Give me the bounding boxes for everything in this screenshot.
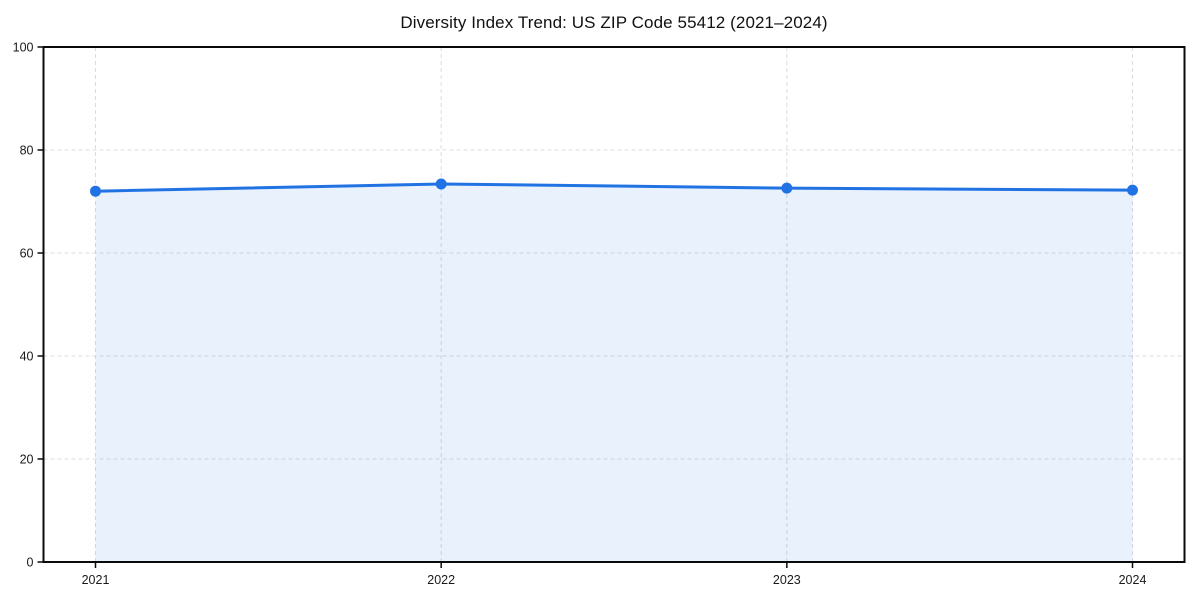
y-tick-label: 100: [13, 41, 34, 55]
y-tick-label: 0: [27, 556, 34, 570]
x-tick-label: 2022: [427, 573, 455, 587]
y-tick-label: 20: [20, 453, 34, 467]
trend-line: [94, 182, 1134, 193]
y-tick-label: 80: [20, 144, 34, 158]
x-tick-label: 2023: [773, 573, 801, 587]
x-tick-label: 2021: [82, 573, 110, 587]
data-point-2024: [1127, 184, 1138, 196]
data-point-2022: [435, 178, 447, 190]
y-tick-label: 40: [20, 350, 34, 364]
y-tick-label: 60: [20, 247, 34, 261]
data-point-2023: [781, 182, 793, 194]
chart-title: Diversity Index Trend: US ZIP Code 55412…: [400, 13, 828, 32]
area-fill: [95, 183, 1133, 563]
x-tick-label: 2024: [1119, 573, 1147, 587]
data-point-2021: [90, 185, 101, 197]
axis-box: [42, 46, 1186, 563]
